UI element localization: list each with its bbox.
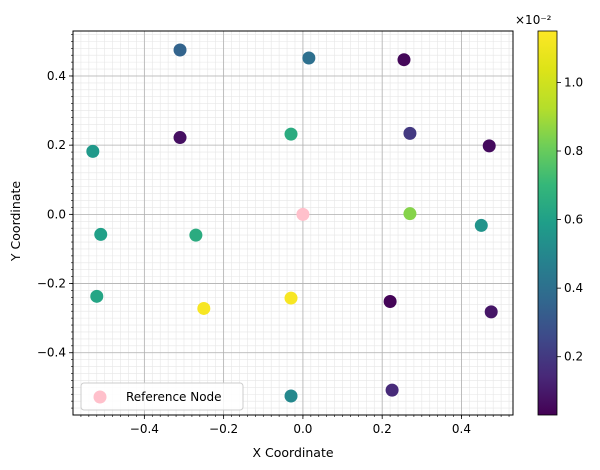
y-tick-label: 0.0 [47, 207, 66, 221]
scatter-point [403, 207, 417, 221]
major-grid [73, 31, 513, 415]
colorbar-tick-label: 0.6 [564, 213, 583, 227]
legend-label: Reference Node [126, 390, 222, 404]
minor-grid [73, 31, 513, 415]
legend-reference-node-marker [93, 390, 107, 404]
scatter-points [86, 43, 498, 403]
scatter-point [284, 389, 298, 403]
scatter-point [173, 43, 187, 57]
scatter-point [383, 295, 397, 309]
scatter-point [474, 218, 488, 232]
scatter-point [403, 126, 417, 140]
scatter-point [302, 51, 316, 65]
legend-box [80, 382, 244, 411]
scatter-point [385, 383, 399, 397]
x-axis: −0.4 −0.2 0.0 0.2 0.4 [80, 415, 510, 436]
colorbar-multiplier: ×10⁻² [515, 13, 552, 27]
y-axis-title: Y Coordinate [8, 181, 23, 262]
y-axis: −0.4 −0.2 0.0 0.2 0.4 [37, 34, 73, 409]
scatter-point [197, 301, 211, 315]
x-tick-label: 0.4 [452, 422, 471, 436]
legend: Reference Node [80, 382, 244, 411]
colorbar-tick-label: 0.2 [564, 350, 583, 364]
scatter-point [284, 291, 298, 305]
reference-node-point [296, 207, 310, 221]
y-tick-label: 0.2 [47, 138, 66, 152]
colorbar-tick-label: 1.0 [564, 75, 583, 89]
colorbar-tick-label: 0.4 [564, 281, 583, 295]
scatter-point [94, 227, 108, 241]
plot-frame [72, 30, 514, 416]
scatter-point [90, 289, 104, 303]
scatter-point [284, 127, 298, 141]
scatter-point [189, 228, 203, 242]
y-tick-label: −0.2 [37, 277, 66, 291]
colorbar-tick-label: 0.8 [564, 144, 583, 158]
x-tick-label: −0.4 [130, 422, 159, 436]
scatter-point [86, 144, 100, 158]
scatter-point [482, 139, 496, 153]
x-tick-label: 0.0 [293, 422, 312, 436]
scatter-point [484, 305, 498, 319]
y-tick-label: −0.4 [37, 346, 66, 360]
colorbar: ×10⁻² 0.2 0.4 0.6 0.8 1.0 [515, 13, 583, 416]
x-tick-label: 0.2 [373, 422, 392, 436]
x-tick-label: −0.2 [209, 422, 238, 436]
y-tick-label: 0.4 [47, 69, 66, 83]
scatter-point [173, 131, 187, 145]
x-axis-title: X Coordinate [252, 445, 333, 460]
colorbar-gradient [537, 30, 558, 416]
scatter-point [397, 53, 411, 67]
